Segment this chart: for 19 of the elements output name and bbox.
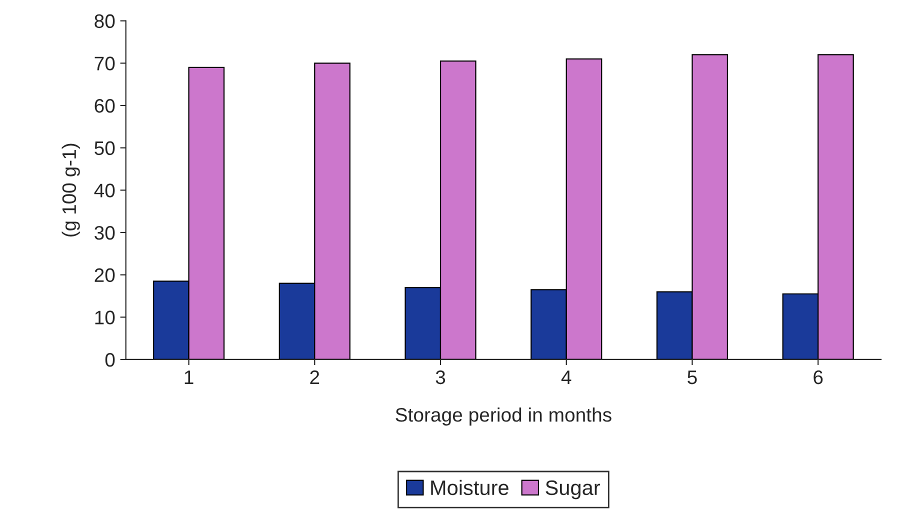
x-axis-title: Storage period in months xyxy=(396,407,612,426)
x-tick-label: 3 xyxy=(436,370,446,384)
x-tick-label: 5 xyxy=(688,370,697,384)
y-tick-label: 20 xyxy=(94,268,115,282)
legend-label: Sugar xyxy=(546,480,600,500)
legend-label: Moisture xyxy=(431,480,508,496)
y-tick-label: 40 xyxy=(94,184,115,198)
x-tick-label: 2 xyxy=(310,370,320,384)
y-tick-label: 60 xyxy=(94,98,115,113)
y-tick-label: 50 xyxy=(94,141,115,156)
y-tick-label: 70 xyxy=(94,56,115,70)
y-tick-label: 30 xyxy=(94,226,115,240)
y-axis-title: (g 100 g-1) xyxy=(62,144,80,237)
x-tick-label: 1 xyxy=(184,370,194,384)
y-tick-label: 10 xyxy=(95,310,115,324)
x-tick-label: 6 xyxy=(814,370,823,384)
y-tick-label: 0 xyxy=(105,352,115,367)
x-tick-label: 4 xyxy=(561,370,572,384)
y-tick-label: 80 xyxy=(94,14,115,28)
